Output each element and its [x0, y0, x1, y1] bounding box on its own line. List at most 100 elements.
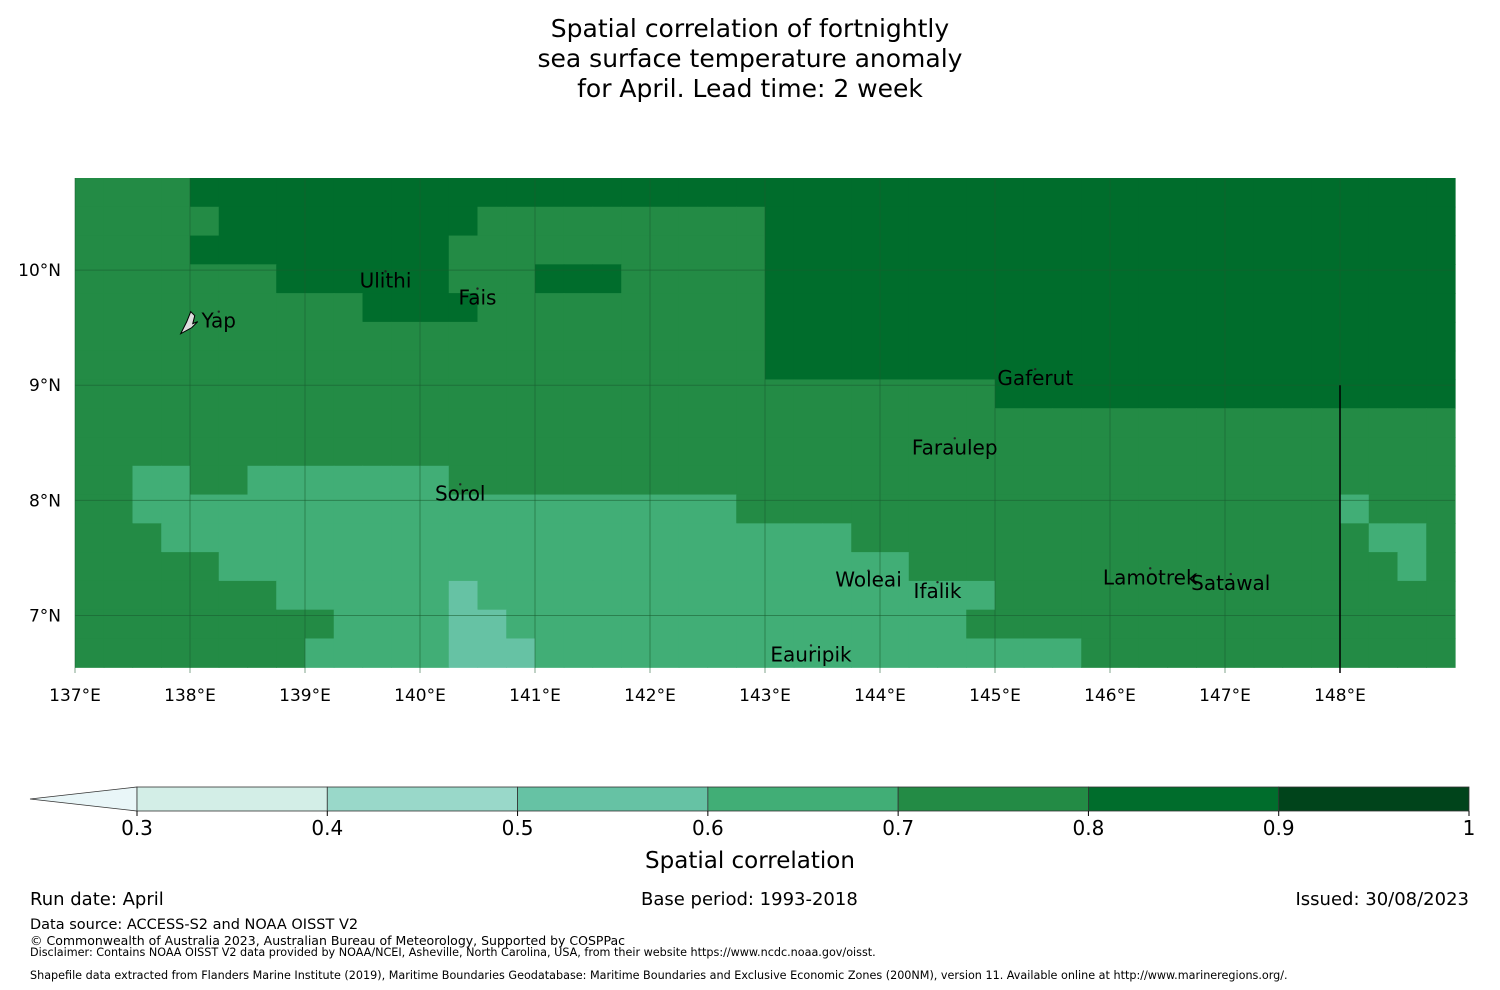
heatmap-cell [333, 321, 364, 352]
heatmap-cell [678, 552, 709, 582]
heatmap-cell [707, 408, 737, 438]
heatmap-cell [362, 178, 392, 208]
heatmap-cell [535, 379, 565, 409]
heatmap-cell [678, 206, 709, 237]
heatmap-cell [218, 523, 249, 553]
heatmap-cell [1052, 379, 1082, 409]
heatmap-cell [420, 494, 450, 524]
heatmap-cell [1253, 609, 1284, 640]
heatmap-cell [305, 494, 335, 524]
heatmap-cell [1225, 437, 1255, 467]
heatmap-cell [535, 552, 565, 582]
heatmap-cell [707, 379, 737, 409]
heatmap-cell [995, 178, 1025, 208]
heatmap-cell [1426, 235, 1456, 265]
heatmap-cell [707, 206, 737, 237]
heatmap-cell [1311, 494, 1341, 524]
heatmap-cell [1397, 350, 1427, 381]
heatmap-cell [1196, 178, 1226, 208]
heatmap-cell [1253, 437, 1284, 467]
heatmap-cell [190, 465, 220, 496]
heatmap-cell [333, 552, 364, 582]
heatmap-cell [1023, 523, 1054, 553]
heatmap-cell [362, 523, 392, 553]
heatmap-cell [793, 206, 824, 237]
colorbar-bin [897, 786, 1089, 812]
heatmap-cell [937, 638, 967, 668]
heatmap-cell [1282, 609, 1312, 640]
heatmap-cell [247, 437, 277, 467]
heatmap-cell [218, 178, 249, 208]
heatmap-cell [1253, 350, 1284, 381]
heatmap-cell [448, 321, 479, 352]
heatmap-cell [333, 465, 364, 496]
heatmap-cell [333, 494, 364, 524]
heatmap-cell [822, 408, 852, 438]
heatmap-cell [707, 293, 737, 323]
heatmap-cell [103, 350, 134, 381]
heatmap-cell [75, 206, 105, 237]
heatmap-cell [161, 523, 191, 553]
heatmap-cell [1282, 638, 1312, 668]
heatmap-cell [477, 206, 507, 237]
heatmap-cell [1023, 408, 1054, 438]
island-label: Woleai [835, 568, 902, 592]
heatmap-cell [592, 235, 622, 265]
heatmap-cell [1167, 235, 1197, 265]
heatmap-cell [1311, 350, 1341, 381]
heatmap-cell [1081, 379, 1111, 409]
heatmap-cell [1167, 465, 1197, 496]
heatmap-cell [1110, 264, 1140, 294]
heatmap-cell [1196, 408, 1226, 438]
heatmap-cell [276, 293, 306, 323]
heatmap-cell [1138, 609, 1169, 640]
heatmap-cell [305, 293, 335, 323]
heatmap-cell [247, 552, 277, 582]
heatmap-cell [132, 321, 162, 352]
heatmap-cell [592, 264, 622, 294]
heatmap-cell [1397, 293, 1427, 323]
heatmap-cell [793, 494, 824, 524]
heatmap-cell [218, 206, 249, 237]
colorbar-bin [517, 786, 709, 812]
heatmap-cell [736, 178, 766, 208]
island-marker [1149, 567, 1152, 570]
heatmap-cell [190, 264, 220, 294]
heatmap-cell [793, 638, 824, 668]
heatmap-cell [851, 321, 881, 352]
colorbar-bin [1278, 786, 1470, 812]
colorbar-tick-label: 0.6 [692, 816, 724, 840]
heatmap-cell [305, 638, 335, 668]
heatmap-cell [362, 206, 392, 237]
heatmap-cell [75, 408, 105, 438]
heatmap-cell [218, 580, 249, 611]
heatmap-cell [650, 609, 680, 640]
heatmap-cell [448, 379, 479, 409]
heatmap-cell [793, 178, 824, 208]
heatmap-cell [563, 408, 594, 438]
heatmap-cell [650, 465, 680, 496]
heatmap-cell [995, 437, 1025, 467]
heatmap-cell [391, 465, 421, 496]
heatmap-cell [333, 523, 364, 553]
heatmap-cell [1311, 264, 1341, 294]
heatmap-cell [1426, 465, 1456, 496]
colorbar-tick-label: 0.7 [882, 816, 914, 840]
heatmap-cell [1110, 235, 1140, 265]
heatmap-cell [161, 206, 191, 237]
heatmap-cell [621, 235, 651, 265]
heatmap-cell [736, 350, 766, 381]
island-marker [953, 437, 956, 440]
title-line-2: sea surface temperature anomaly [537, 44, 963, 73]
heatmap-cell [391, 523, 421, 553]
heatmap-cell [1110, 206, 1140, 237]
heatmap-cell [650, 379, 680, 409]
heatmap-cell [103, 379, 134, 409]
heatmap-cell [851, 465, 881, 496]
heatmap-cell [1397, 609, 1427, 640]
heatmap-cell [218, 552, 249, 582]
heatmap-cell [1340, 264, 1370, 294]
heatmap-cell [1426, 206, 1456, 237]
heatmap-cell [276, 465, 306, 496]
heatmap-cell [535, 293, 565, 323]
